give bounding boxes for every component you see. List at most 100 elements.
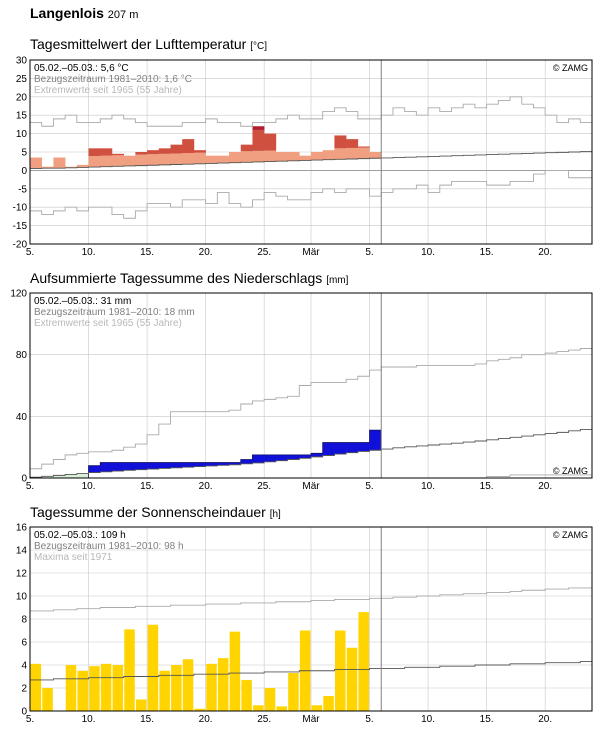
sunshine-xtick-label: 10. [82, 714, 96, 725]
sunshine-extremes-note: Maxima seit 1971 [34, 552, 113, 563]
precip-extremes-note: Extremwerte seit 1965 (55 Jahre) [34, 318, 182, 329]
temperature-bar [53, 157, 66, 169]
sunshine-xtick-label: 25. [257, 714, 271, 725]
temperature-xtick-label: 10. [421, 247, 435, 258]
precip-surplus-bar [111, 462, 124, 472]
precip-title: Aufsummierte Tagessumme des Niederschlag… [30, 270, 348, 286]
precip-xtick-label: 20. [538, 481, 552, 492]
sunshine-record-max-line [30, 587, 592, 612]
temperature-bar [30, 157, 43, 169]
precip-surplus-bar [100, 462, 113, 472]
precip-record-max-line [30, 348, 592, 470]
sunshine-xtick-label: 15. [140, 714, 154, 725]
sunshine-bar [323, 696, 334, 711]
sunshine-bar [288, 673, 299, 711]
precip-surplus-bar [205, 462, 218, 466]
temperature-bar [170, 153, 183, 165]
precip-ytick-label: 80 [16, 350, 28, 361]
temperature-bar [88, 156, 101, 168]
temperature-summary: 05.02.–05.03.: 5,6 °C [34, 63, 129, 74]
temperature-xtick-label: 20. [199, 247, 213, 258]
temperature-unit: [°C] [250, 41, 267, 52]
precip-surplus-bar [334, 442, 347, 455]
precip-surplus-bar [193, 462, 206, 467]
precip-surplus-bar [357, 442, 370, 452]
sunshine-plot-frame [29, 526, 593, 712]
precip-plot-frame [29, 292, 593, 479]
precip-xtick-label: 5. [26, 481, 34, 492]
precip-reference: Bezugszeitraum 1981–2010: 18 mm [34, 307, 195, 318]
sunshine-unit: [h] [269, 509, 281, 520]
precip-title-text: Aufsummierte Tagessumme des Niederschlag… [30, 270, 323, 286]
precip-xtick-label: 15. [140, 481, 154, 492]
temperature-reference: Bezugszeitraum 1981–2010: 1,6 °C [34, 74, 192, 85]
sunshine-bar [253, 705, 264, 711]
sunshine-bar [346, 647, 358, 711]
sunshine-bar [30, 663, 42, 711]
sunshine-bar [241, 679, 252, 711]
sunshine-bar [65, 665, 77, 711]
sunshine-bar [124, 629, 135, 711]
sunshine-bar [89, 666, 100, 711]
precip-surplus-bar [158, 462, 171, 469]
temperature-ytick-label: 25 [16, 74, 28, 85]
temperature-plot-frame [29, 59, 593, 245]
temperature-bar [111, 155, 124, 167]
sunshine-xtick-label: Mär [302, 714, 320, 725]
temperature-ytick-label: 30 [16, 56, 28, 67]
temperature-bar [158, 153, 171, 165]
temperature-ytick-label: 15 [16, 111, 28, 122]
sunshine-reference: Bezugszeitraum 1981–2010: 98 h [34, 541, 184, 552]
temperature-bar [287, 152, 300, 161]
precip-xtick-label: 5. [365, 481, 373, 492]
sunshine-title: Tagessumme der Sonnenscheindauer [h] [30, 504, 281, 520]
temperature-title: Tagesmittelwert der Lufttemperatur [°C] [30, 36, 267, 52]
station-name: Langenlois [30, 5, 104, 21]
temperature-bar [123, 155, 136, 166]
temperature-bar [229, 152, 242, 163]
temperature-bar [217, 155, 230, 164]
sunshine-xtick-label: 20. [199, 714, 213, 725]
sunshine-bar [100, 663, 112, 711]
sunshine-ytick-label: 14 [16, 546, 28, 557]
sunshine-ytick-label: 12 [16, 569, 28, 580]
temperature-bar [369, 152, 382, 159]
sunshine-summary: 05.02.–05.03.: 109 h [34, 530, 126, 541]
precip-copyright: © ZAMG [553, 466, 588, 476]
temperature-ytick-label: 0 [21, 166, 27, 177]
temperature-bar-extreme [346, 139, 359, 148]
temperature-title-text: Tagesmittelwert der Lufttemperatur [30, 36, 247, 52]
temperature-bar-extreme [170, 144, 183, 154]
sunshine-bar [358, 612, 369, 711]
temperature-bar-extreme [158, 148, 171, 154]
temperature-bar [240, 151, 253, 163]
temperature-xtick-label: 25. [257, 247, 271, 258]
temperature-bar [264, 150, 277, 162]
temperature-bar [41, 166, 54, 169]
precip-surplus-bar [322, 442, 335, 456]
temperature-bar [275, 152, 288, 162]
temperature-bar [76, 164, 89, 168]
temperature-ytick-label: -5 [18, 184, 27, 195]
temperature-xtick-label: 15. [480, 247, 494, 258]
precip-deficit-bar [41, 476, 54, 478]
precip-deficit-bar [65, 474, 78, 478]
sunshine-ytick-label: 2 [21, 684, 27, 695]
temperature-bar [299, 155, 312, 161]
temperature-bar-extreme [334, 135, 347, 149]
precip-surplus-bar [264, 454, 277, 462]
temperature-xtick-label: 20. [538, 247, 552, 258]
precip-cumulative-line [30, 429, 382, 479]
temperature-ytick-label: 20 [16, 92, 28, 103]
temperature-bar [311, 152, 324, 161]
sunshine-normal-line [30, 661, 592, 681]
station-altitude: 207 m [107, 9, 139, 21]
precip-surplus-bar [346, 442, 359, 453]
precip-surplus-bar [170, 462, 183, 468]
temperature-bar [100, 155, 113, 167]
sunshine-ytick-label: 4 [21, 661, 27, 672]
sunshine-xtick-label: 15. [480, 714, 494, 725]
sunshine-xtick-label: 5. [26, 714, 34, 725]
sunshine-ytick-label: 6 [21, 638, 27, 649]
temperature-bar [65, 166, 78, 168]
